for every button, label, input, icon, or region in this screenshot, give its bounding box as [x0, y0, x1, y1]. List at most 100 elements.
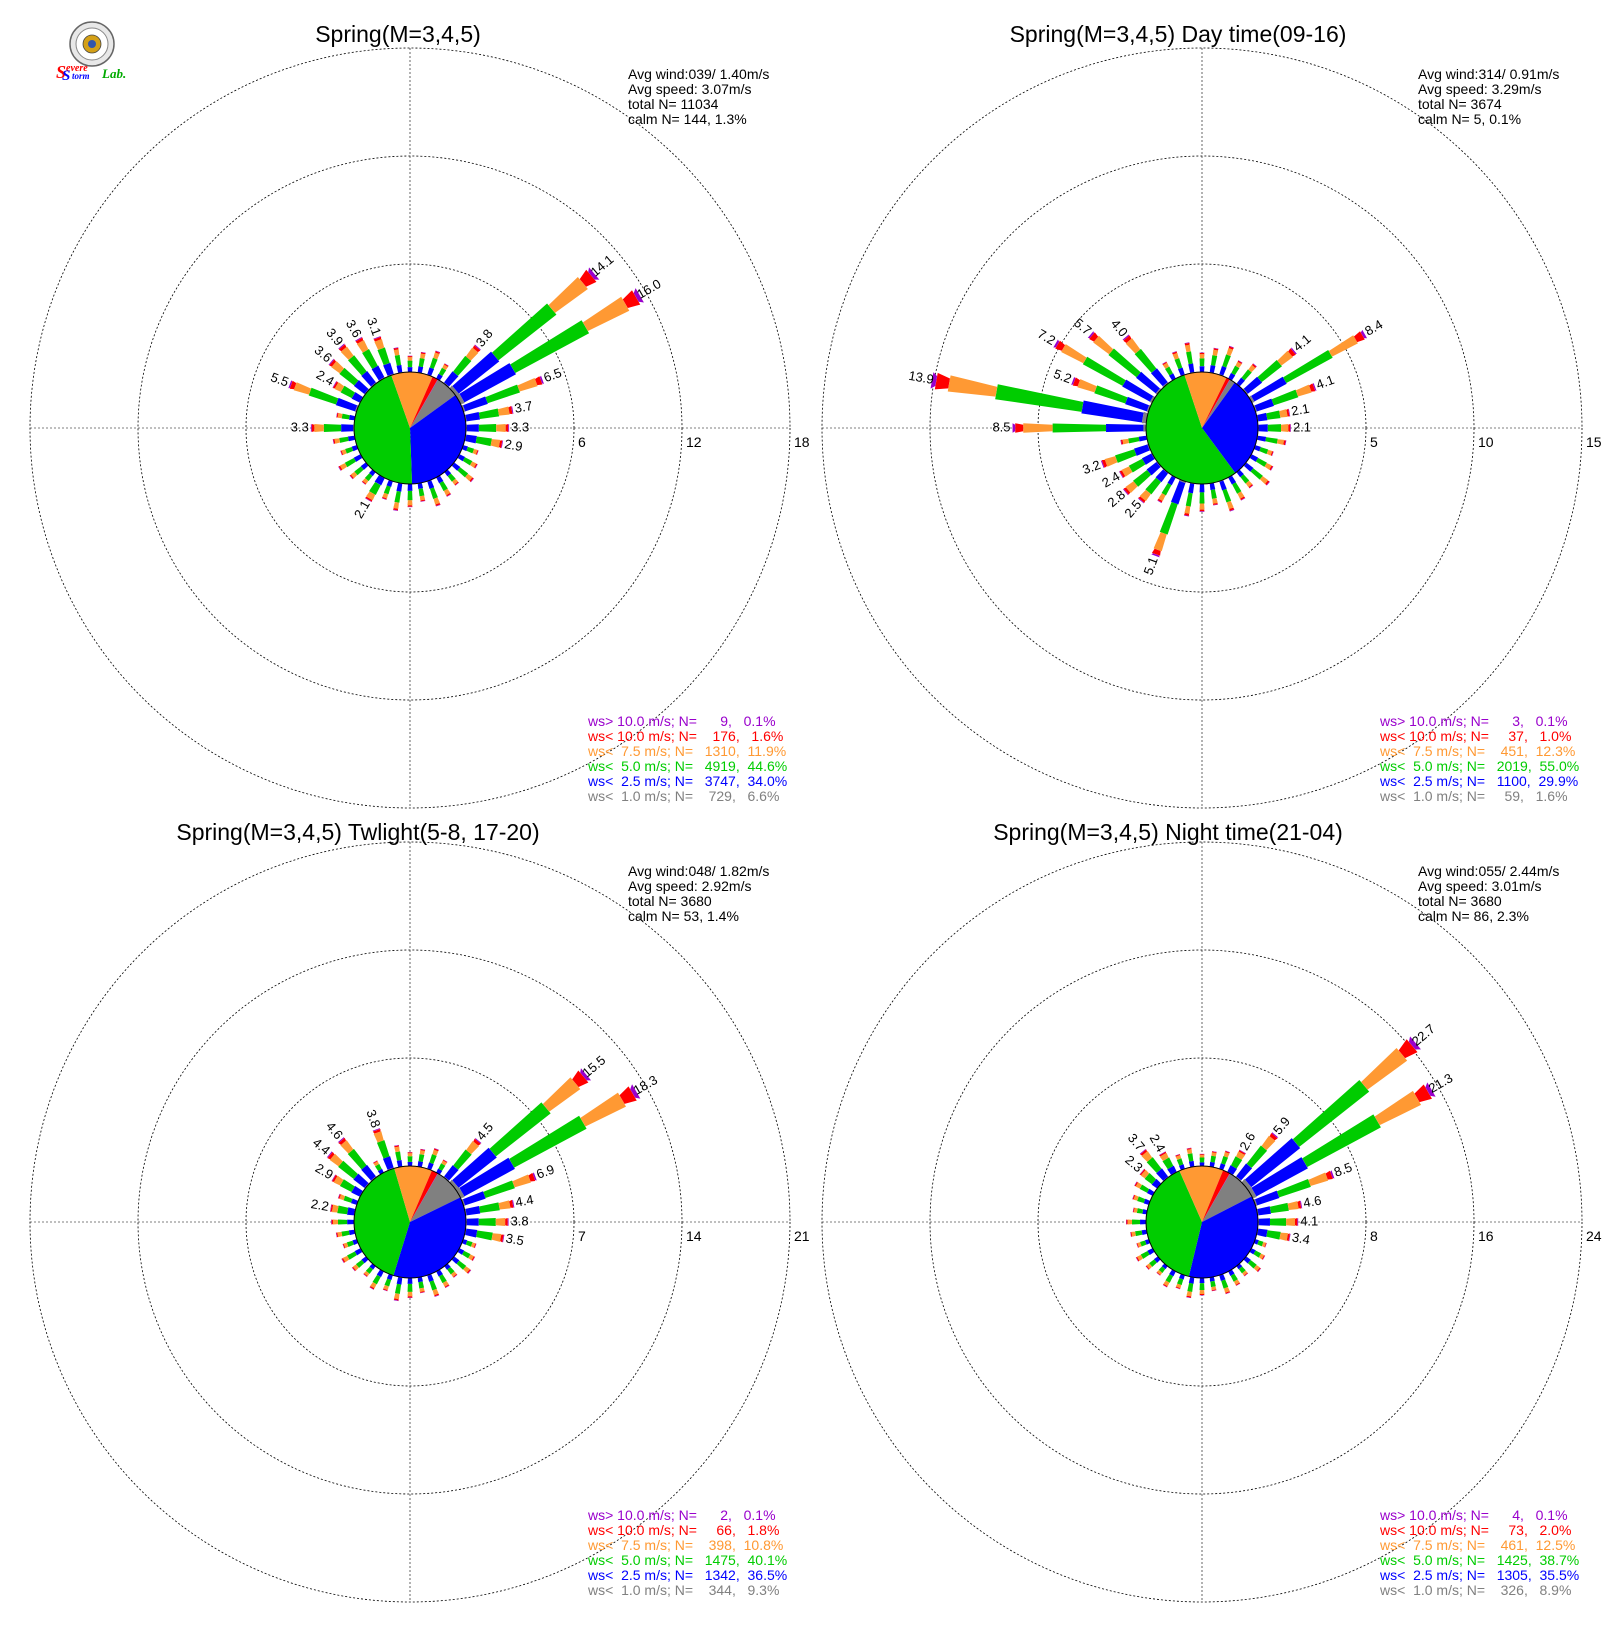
petal-small-segment — [353, 454, 363, 462]
petal-segment — [532, 1172, 537, 1181]
petal-segment — [580, 1068, 592, 1081]
petal-segment — [372, 1128, 381, 1134]
petal-small-segment — [407, 500, 413, 506]
petal-segment — [476, 1230, 493, 1241]
petal-small-segment — [427, 1162, 434, 1170]
legend-entry: ws> 10.0 m/s; N= 9, 0.1% — [587, 713, 776, 729]
petal-value-label: 2.1 — [351, 498, 373, 521]
legend-entry: ws< 2.5 m/s; N= 1342, 36.5% — [587, 1567, 787, 1583]
petal-small-segment — [1127, 1219, 1133, 1225]
petal-small-segment — [1229, 507, 1235, 511]
petal-segment — [1251, 1157, 1308, 1197]
petal-small-segment — [1211, 1290, 1217, 1292]
petal-segment — [1128, 458, 1146, 473]
petal-small-segment — [469, 477, 474, 482]
petal-segment — [930, 372, 938, 389]
petal-segment — [1291, 347, 1297, 354]
petal-small-segment — [407, 1283, 413, 1292]
petal-segment — [333, 1175, 344, 1186]
legend-entry: ws< 5.0 m/s; N= 1425, 38.7% — [1379, 1552, 1579, 1568]
pie-slice — [410, 395, 467, 484]
petal-small-segment — [1199, 1154, 1205, 1158]
petal-small-segment — [1226, 500, 1234, 510]
petal-small-segment — [1169, 1269, 1176, 1277]
petal-small-segment — [1157, 500, 1162, 504]
petal-small-segment — [418, 1154, 425, 1162]
petal-segment — [329, 1204, 332, 1212]
legend-entry: ws> 10.0 m/s; N= 4, 0.1% — [1379, 1507, 1568, 1523]
petal-segment — [366, 491, 376, 501]
petal-small-segment — [1135, 1257, 1139, 1262]
petal-small-segment — [1128, 437, 1140, 444]
petal-segment — [1146, 1157, 1162, 1173]
petal-small-segment — [1237, 360, 1243, 364]
petal-small-segment — [336, 1232, 339, 1238]
petal-segment — [633, 288, 644, 303]
petal-segment — [1279, 409, 1288, 418]
petal-small-segment — [407, 357, 413, 361]
petal-segment — [459, 1157, 515, 1197]
petal-small-segment — [339, 1194, 346, 1201]
petal-segment — [1094, 385, 1128, 404]
petal-segment — [485, 384, 520, 404]
petal-small-segment — [1177, 1278, 1184, 1286]
petal-small-segment — [1243, 462, 1254, 472]
petal-segment — [293, 382, 312, 395]
petal-small-segment — [1172, 351, 1177, 355]
petal-segment — [1146, 404, 1151, 412]
petal-small-segment — [1186, 351, 1193, 365]
petal-small-segment — [417, 1277, 423, 1283]
petal-segment — [1162, 1157, 1174, 1170]
petal-segment — [1100, 460, 1105, 469]
petal-value-label: 8.5 — [992, 419, 1010, 434]
petal-segment — [383, 362, 394, 376]
petal-small-segment — [342, 1243, 345, 1249]
petal-small-segment — [332, 439, 334, 445]
petal-segment — [1236, 1151, 1246, 1160]
ring-label: 6 — [578, 434, 586, 450]
pie-outline — [1145, 1165, 1259, 1279]
petal-small-segment — [1284, 440, 1287, 446]
petal-small-segment — [1133, 1207, 1135, 1213]
petal-value-label: 3.3 — [511, 419, 529, 434]
petal-small-segment — [396, 364, 403, 373]
petal-segment — [1242, 388, 1249, 395]
petal-segment — [335, 397, 358, 412]
petal-segment — [1153, 532, 1167, 552]
petal-segment — [1244, 1138, 1301, 1188]
petal-small-segment — [1132, 1219, 1141, 1225]
petal-small-segment — [364, 473, 373, 482]
petal-segment — [459, 363, 516, 403]
total-n-text: total N= 11034 — [628, 96, 719, 112]
petal-small-segment — [443, 488, 451, 496]
petal-segment — [331, 1174, 338, 1182]
petal-segment — [338, 1137, 347, 1145]
petal-small-segment — [1199, 354, 1205, 359]
petal-small-segment — [466, 446, 475, 454]
petal-small-segment — [1236, 469, 1244, 478]
pie-slice — [353, 1168, 410, 1276]
petal-small-segment — [1213, 347, 1219, 350]
calm-n-text: calm N= 5, 0.1% — [1418, 111, 1521, 127]
petal-small-segment — [1236, 377, 1245, 387]
petal-segment — [1140, 1149, 1148, 1156]
petal-small-segment — [1213, 502, 1218, 506]
petal-segment — [351, 1185, 363, 1197]
petal-small-segment — [341, 1230, 350, 1237]
petal-segment — [1145, 477, 1161, 495]
petal-segment — [339, 367, 359, 386]
petal-small-segment — [1219, 480, 1227, 491]
petal-segment — [1254, 1190, 1280, 1206]
petal-segment — [995, 384, 1084, 412]
petal-segment — [500, 1234, 504, 1243]
petal-small-segment — [1158, 493, 1166, 502]
petal-segment — [466, 424, 479, 432]
petal-small-segment — [361, 1256, 369, 1264]
petal-small-segment — [1240, 496, 1246, 501]
petal-segment — [1269, 1218, 1287, 1226]
panel-title: Spring(M=3,4,5) Night time(21-04) — [993, 819, 1343, 845]
petal-segment — [1162, 468, 1169, 474]
petal-small-segment — [462, 457, 473, 466]
petal-small-segment — [1140, 1251, 1150, 1259]
petal-small-segment — [347, 1251, 357, 1260]
